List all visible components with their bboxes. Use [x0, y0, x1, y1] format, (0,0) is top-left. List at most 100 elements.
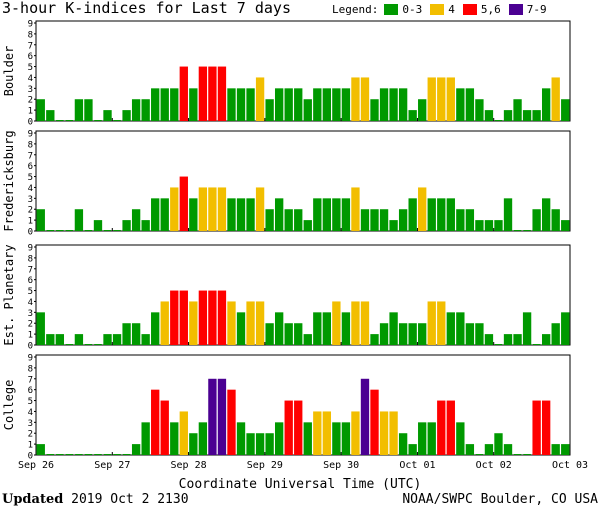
k-bar [46, 334, 55, 345]
k-bar [541, 198, 551, 231]
y-tick-label: 3 [28, 309, 33, 319]
k-bar [265, 323, 274, 345]
legend-swatch-green [384, 4, 399, 15]
k-bar [503, 444, 513, 455]
k-bar [532, 110, 541, 121]
k-bar [208, 378, 217, 455]
k-bar [465, 323, 475, 345]
k-bar [189, 433, 198, 455]
k-bar [217, 378, 227, 455]
k-bar [198, 66, 208, 121]
k-bar [465, 88, 475, 121]
k-bar [322, 312, 332, 345]
k-bar [551, 323, 560, 345]
k-bar [456, 209, 465, 231]
k-bar [427, 198, 436, 231]
k-bar [103, 334, 112, 345]
k-bar [484, 334, 494, 345]
k-bar [160, 301, 169, 345]
k-bar [475, 323, 484, 345]
k-bar [284, 400, 293, 455]
k-bar [141, 334, 150, 345]
k-bar [179, 66, 188, 121]
k-bar [379, 88, 389, 121]
k-bar [198, 422, 208, 455]
k-bar [322, 411, 332, 455]
k-bar [351, 411, 360, 455]
k-bar [284, 88, 293, 121]
k-bar [36, 312, 45, 345]
y-tick-label: 7 [28, 375, 33, 385]
y-tick-label: 5 [28, 397, 33, 407]
k-bar [360, 378, 370, 455]
k-bar [131, 209, 141, 231]
k-bar [274, 312, 284, 345]
k-bar [379, 209, 389, 231]
k-bar [141, 99, 150, 121]
k-bar [503, 334, 513, 345]
k-bar [198, 290, 208, 345]
k-bar [360, 301, 370, 345]
k-bar [141, 220, 150, 231]
k-bar [418, 323, 427, 345]
y-tick-label: 4 [28, 184, 33, 194]
legend-text: 7-9 [526, 3, 547, 16]
k-bar [427, 422, 436, 455]
k-bar [255, 77, 265, 121]
y-tick-label: 2 [28, 96, 33, 106]
y-tick-label: 8 [28, 140, 33, 150]
k-bar [303, 334, 312, 345]
k-bar [418, 99, 427, 121]
k-bar [151, 88, 160, 121]
k-bar [484, 444, 494, 455]
k-bar [418, 187, 427, 231]
k-bar [341, 422, 351, 455]
k-bar [446, 400, 455, 455]
k-bar [427, 77, 436, 121]
k-bar [360, 209, 370, 231]
k-bar [513, 99, 522, 121]
k-bar [446, 312, 455, 345]
k-bar [389, 411, 398, 455]
k-bar [294, 88, 303, 121]
k-bar [274, 88, 284, 121]
y-tick-label: 5 [28, 63, 33, 73]
y-tick-label: 1 [28, 441, 33, 451]
legend-swatch-purple [508, 4, 523, 15]
k-bar [255, 301, 265, 345]
k-bar [322, 198, 332, 231]
k-bar [265, 99, 274, 121]
k-bar [379, 323, 389, 345]
k-bar [160, 88, 169, 121]
y-tick-label: 9 [28, 20, 33, 30]
k-bar [265, 209, 274, 231]
k-bar [408, 444, 417, 455]
k-bar [551, 444, 560, 455]
y-tick-label: 8 [28, 254, 33, 264]
legend-swatch-red [462, 4, 477, 15]
k-bar [246, 301, 255, 345]
k-bar [389, 88, 398, 121]
legend-item-5-6: 5,6 [462, 3, 501, 16]
k-bar [122, 110, 131, 121]
k-bar [351, 301, 360, 345]
k-bar [170, 187, 179, 231]
credit-text: NOAA/SWPC Boulder, CO USA [402, 492, 598, 507]
k-bar [179, 176, 188, 231]
k-bar [74, 209, 84, 231]
y-tick-label: 6 [28, 386, 33, 396]
k-bar [551, 77, 560, 121]
x-tick-label: Sep 26 [18, 460, 54, 471]
k-bar [198, 187, 208, 231]
k-bar [456, 422, 465, 455]
panel-frame [35, 354, 571, 456]
k-bar [246, 433, 255, 455]
legend-text: 5,6 [480, 3, 501, 16]
k-bar [408, 110, 417, 121]
k-bar [151, 389, 160, 455]
k-bar [255, 187, 265, 231]
k-bar [189, 301, 198, 345]
panel-label: Boulder [2, 46, 16, 97]
k-bar [284, 209, 293, 231]
k-bar [427, 301, 436, 345]
